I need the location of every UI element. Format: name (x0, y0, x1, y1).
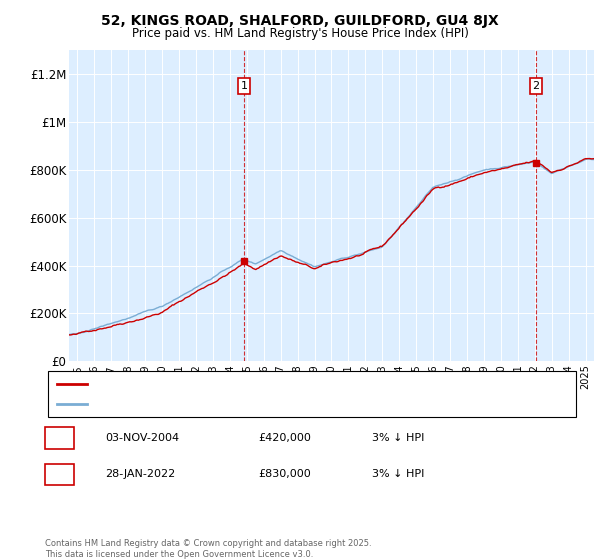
Text: Contains HM Land Registry data © Crown copyright and database right 2025.
This d: Contains HM Land Registry data © Crown c… (45, 539, 371, 559)
Text: 52, KINGS ROAD, SHALFORD, GUILDFORD, GU4 8JX: 52, KINGS ROAD, SHALFORD, GUILDFORD, GU4… (101, 14, 499, 28)
Text: 52, KINGS ROAD, SHALFORD, GUILDFORD, GU4 8JX (detached house): 52, KINGS ROAD, SHALFORD, GUILDFORD, GU4… (93, 379, 433, 389)
Text: 2: 2 (56, 469, 63, 479)
Text: HPI: Average price, detached house, Guildford: HPI: Average price, detached house, Guil… (93, 399, 319, 409)
Text: 1: 1 (56, 433, 63, 443)
Text: 3% ↓ HPI: 3% ↓ HPI (372, 469, 424, 479)
Text: £420,000: £420,000 (258, 433, 311, 443)
Text: 2: 2 (532, 81, 539, 91)
Text: 3% ↓ HPI: 3% ↓ HPI (372, 433, 424, 443)
Text: 03-NOV-2004: 03-NOV-2004 (105, 433, 179, 443)
Text: 28-JAN-2022: 28-JAN-2022 (105, 469, 175, 479)
Text: £830,000: £830,000 (258, 469, 311, 479)
Text: Price paid vs. HM Land Registry's House Price Index (HPI): Price paid vs. HM Land Registry's House … (131, 27, 469, 40)
Text: 1: 1 (241, 81, 248, 91)
